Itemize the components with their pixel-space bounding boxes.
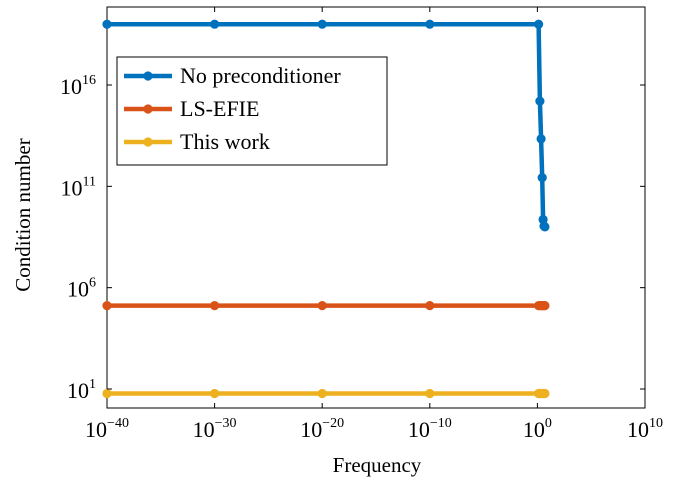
y-tick-label: 106: [67, 276, 96, 302]
x-tick-label: 100: [523, 416, 552, 442]
x-tick-label: 10−10: [408, 416, 452, 442]
legend-label: This work: [180, 129, 270, 154]
data-point: [425, 301, 435, 311]
data-point: [425, 19, 435, 29]
x-tick-label: 1010: [627, 416, 663, 442]
x-axis-label: Frequency: [333, 453, 422, 477]
legend-label: LS-EFIE: [180, 96, 259, 121]
data-point: [534, 19, 544, 29]
data-point: [102, 388, 112, 399]
legend-marker: [143, 137, 153, 147]
x-tick-label: 10−40: [85, 416, 129, 442]
series-this-work: [102, 388, 550, 399]
data-point: [540, 301, 550, 311]
series-no-preconditioner: [102, 19, 550, 232]
data-point: [317, 19, 327, 29]
axis-frame: [106, 6, 646, 409]
data-point: [210, 301, 220, 311]
x-tick-label: 10−20: [300, 416, 344, 442]
y-tick-label: 101: [67, 377, 96, 403]
data-point: [425, 388, 435, 399]
x-tick-label: 10−30: [193, 416, 237, 442]
y-tick-label: 1011: [61, 174, 96, 200]
data-point: [540, 222, 550, 232]
y-tick-label: 1016: [60, 73, 96, 99]
data-point: [102, 19, 112, 29]
legend-marker: [143, 71, 153, 81]
legend: No preconditioner LS-EFIE This work: [116, 56, 388, 166]
series-ls-efie: [102, 301, 550, 311]
legend-label: No preconditioner: [180, 63, 341, 88]
data-point: [536, 134, 546, 144]
data-point: [210, 388, 220, 399]
data-point: [535, 96, 545, 106]
data-point: [537, 173, 547, 183]
legend-marker: [143, 104, 153, 114]
data-point: [317, 301, 327, 311]
data-point: [540, 388, 550, 399]
plot-area: [106, 6, 646, 409]
ticks-layer: 10−40 10−30 10−20 10−10 100 1010 101 106 1011 101…: [60, 7, 663, 442]
data-point: [317, 388, 327, 399]
data-point: [210, 19, 220, 29]
data-point: [102, 301, 112, 311]
y-axis-label: Condition number: [11, 138, 35, 291]
series-layer: [102, 19, 550, 399]
